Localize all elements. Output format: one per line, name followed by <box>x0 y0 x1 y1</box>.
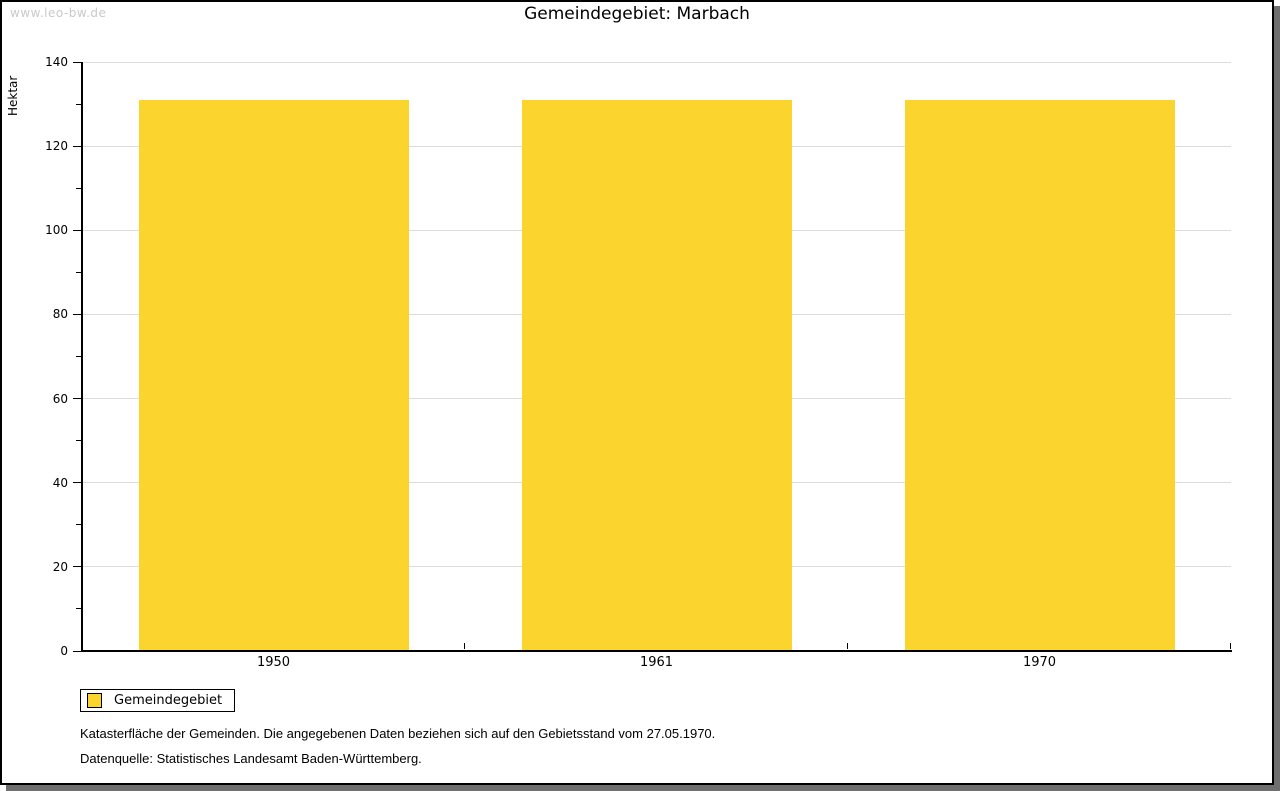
legend-swatch <box>87 693 102 708</box>
y-tick-label: 20 <box>52 559 68 574</box>
chart-plot-area: 0 20 40 60 80 100 120 140 1950 1961 1970 <box>45 55 1232 670</box>
gridline <box>82 61 1231 63</box>
y-tick-minor <box>76 356 81 357</box>
chart-title: Gemeindegebiet: Marbach <box>524 4 750 24</box>
y-tick-label: 120 <box>45 139 68 154</box>
y-tick-label: 60 <box>52 391 68 406</box>
x-tick <box>1230 643 1231 649</box>
y-tick-minor <box>76 271 81 273</box>
x-tick <box>847 643 848 649</box>
footnote-data-source: Datenquelle: Statistisches Landesamt Bad… <box>80 751 422 766</box>
y-tick-major <box>73 398 81 400</box>
y-tick-label: 100 <box>45 223 68 238</box>
y-axis-title: Hektar <box>6 75 20 116</box>
y-tick-label: 140 <box>45 55 68 69</box>
y-tick-minor <box>76 608 81 610</box>
y-axis-line <box>81 62 83 651</box>
x-category-label: 1970 <box>1022 655 1057 670</box>
x-category-label: 1961 <box>639 655 674 670</box>
y-tick-major <box>73 650 81 652</box>
frame-shadow-bottom <box>6 785 1274 791</box>
x-axis-line <box>81 650 1232 652</box>
footnote-source-note: Katasterfläche der Gemeinden. Die angege… <box>80 726 716 741</box>
frame-shadow-right <box>1274 6 1280 791</box>
y-tick-major <box>73 482 81 484</box>
legend-label: Gemeindegebiet <box>114 693 223 708</box>
bar-1970 <box>905 100 1175 651</box>
y-tick-minor <box>76 103 81 105</box>
y-tick-minor <box>76 440 81 442</box>
y-tick-major <box>73 145 81 147</box>
y-tick-label: 40 <box>52 475 68 490</box>
bar-1950 <box>139 100 409 651</box>
x-tick <box>464 643 465 649</box>
y-tick-label: 80 <box>52 307 68 322</box>
y-tick-minor <box>76 524 81 526</box>
y-tick-label: 0 <box>60 644 68 658</box>
y-tick-minor <box>76 187 81 189</box>
x-category-label: 1950 <box>256 655 291 670</box>
bar-1961 <box>522 100 792 651</box>
watermark: www.leo-bw.de <box>10 6 107 20</box>
y-tick-major <box>73 229 81 231</box>
y-tick-major <box>73 61 81 63</box>
y-tick-major <box>73 566 81 568</box>
y-tick-major <box>73 313 81 315</box>
legend-box: Gemeindegebiet <box>80 689 236 712</box>
